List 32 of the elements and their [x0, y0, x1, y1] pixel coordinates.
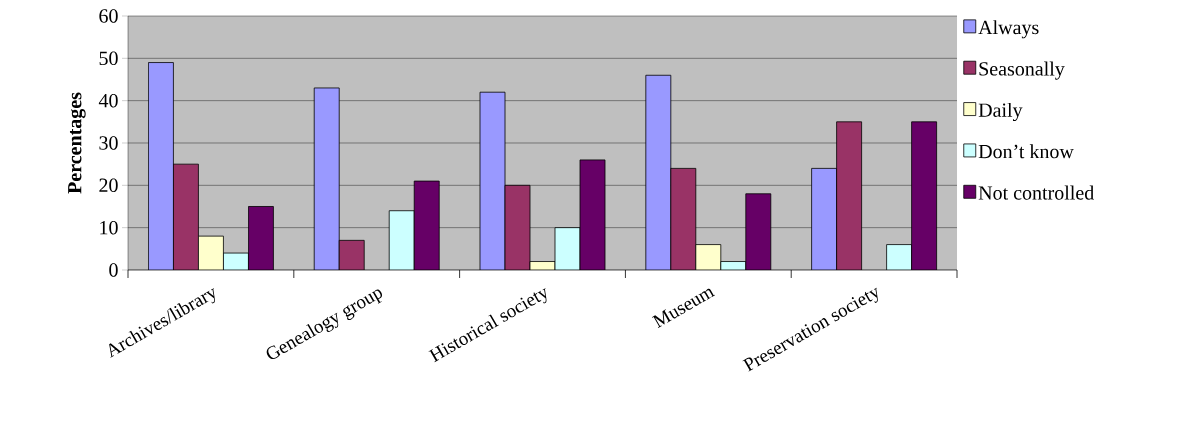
legend-label: Seasonally: [979, 61, 1065, 80]
bar: [339, 240, 365, 270]
bar: [645, 75, 671, 270]
y-axis-title: Percentages: [68, 92, 86, 194]
y-tick-label: 60: [99, 9, 118, 23]
legend-label: Always: [978, 20, 1039, 39]
bar: [911, 121, 938, 270]
bar: [695, 244, 722, 270]
y-tick-label: 50: [99, 51, 118, 66]
bar: [389, 210, 415, 270]
bar: [414, 181, 440, 270]
y-tick-label: 0: [109, 263, 118, 277]
bar: [670, 168, 696, 270]
bar: [811, 167, 838, 270]
bar: [480, 92, 506, 270]
bar: [314, 87, 340, 270]
bar: [248, 206, 274, 270]
y-tick-label: 40: [98, 93, 118, 108]
bar: [173, 164, 199, 270]
legend-label: Don’t know: [978, 144, 1074, 159]
bar: [148, 62, 174, 270]
legend-label: Daily: [978, 102, 1023, 122]
y-tick-label: 30: [99, 136, 118, 150]
y-tick-label: 20: [99, 178, 118, 193]
bar: [836, 121, 863, 270]
legend-label: Not controlled: [978, 185, 1094, 200]
bar: [886, 244, 913, 270]
bar: [580, 159, 606, 270]
y-tick-label: 10: [100, 220, 118, 235]
bar: [198, 236, 224, 270]
bar: [745, 193, 771, 270]
bar: [505, 185, 531, 270]
